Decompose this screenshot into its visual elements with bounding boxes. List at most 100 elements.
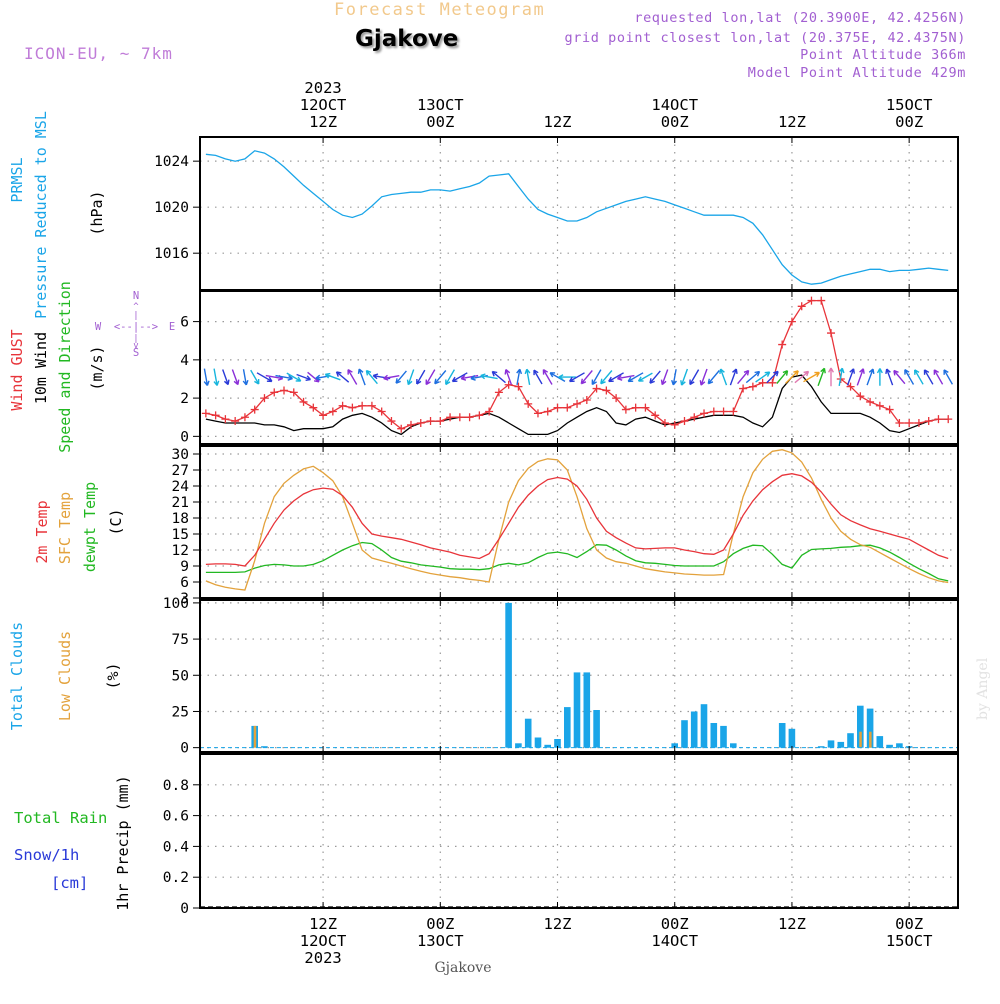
panel-side-label: Low Clouds (56, 631, 74, 721)
total-cloud-bar (524, 718, 532, 748)
wind-gust-marker (289, 388, 298, 397)
wind-direction-arrow (933, 369, 944, 385)
requested-coordinates: requested lon,lat (20.3900E, 42.4256N) (634, 10, 966, 26)
wind-gust-marker (563, 403, 572, 412)
total-cloud-bar (564, 707, 571, 748)
bottom-time-label: 12Z (778, 915, 806, 933)
compass-west: W (95, 321, 102, 333)
wind-direction-arrow (729, 368, 738, 386)
panel-side-label: Total Clouds (8, 622, 26, 730)
panel-side-label: PRMSL (8, 157, 26, 202)
wind-gust-marker (465, 413, 474, 422)
compass-up-bar: | (133, 311, 138, 321)
wind-direction-arrow (250, 369, 260, 385)
wind-gust-marker (817, 296, 826, 305)
wind-direction-arrow (671, 369, 678, 386)
y-tick-label: 4 (180, 353, 189, 369)
pressure-line (205, 150, 949, 285)
compass-down: v (133, 341, 138, 351)
wind-gust-marker (934, 415, 943, 424)
panel-side-label: (C) (107, 508, 125, 535)
panel-frame-wind (199, 290, 959, 445)
wind-gust-marker (299, 397, 308, 406)
wind-gust-marker (250, 405, 259, 414)
wind-direction-arrow (569, 372, 585, 383)
y-tick-label: 0.8 (163, 778, 189, 794)
grid-point-coordinates: grid point closest lon,lat (20.375E, 42.… (564, 30, 966, 46)
bottom-time-label: 15OCT (886, 932, 933, 950)
product-title: Forecast Meteogram (334, 0, 546, 20)
wind-gust-marker (680, 417, 689, 426)
wind-gust-marker (807, 296, 816, 305)
panel-side-label: SFC Temp (56, 492, 74, 564)
wind-gust-marker (367, 401, 376, 410)
wind-gust-marker (397, 424, 406, 433)
wind-direction-arrow (817, 367, 826, 387)
y-tick-label: 30 (172, 447, 189, 463)
y-tick-label: 0 (180, 741, 189, 757)
wind-speed-line (205, 374, 949, 436)
wind-gust-marker (719, 407, 728, 416)
wind-direction-arrow (637, 372, 653, 382)
panel-side-label: 10m Wind (32, 332, 50, 404)
wind-gust-marker (631, 403, 640, 412)
wind-direction-arrow (923, 369, 934, 385)
panel-frames (193, 136, 959, 909)
wind-direction-arrow (785, 370, 799, 384)
wind-gust-marker (494, 388, 503, 397)
wind-gust-marker (260, 394, 269, 403)
y-tick-label: 1024 (154, 154, 189, 170)
low-cloud-bar (869, 731, 872, 748)
wind-direction-arrow (203, 368, 210, 386)
compass-north: N (133, 290, 139, 302)
top-time-label: 12OCT (300, 96, 347, 114)
total-cloud-bar (876, 736, 884, 748)
wind-direction-arrow (580, 370, 593, 385)
wind-gust-marker (778, 340, 787, 349)
panel-side-label: dewpt Temp (81, 482, 99, 572)
y-tick-label: 1020 (154, 200, 189, 216)
wind-direction-arrow (213, 368, 220, 386)
y-tick-label: 1016 (154, 246, 189, 262)
wind-direction-arrow (296, 373, 312, 381)
y-tick-label: 3 (180, 591, 189, 607)
wind-direction-arrow (776, 370, 789, 384)
total-cloud-bar (720, 725, 727, 748)
surface-temp-line (205, 449, 949, 591)
compass-horizontal: <--|--> (114, 321, 158, 333)
bottom-time-label: 12OCT (300, 932, 347, 950)
wind-direction-arrow (766, 370, 779, 384)
wind-direction-arrow (856, 368, 865, 386)
wind-direction-arrow (627, 372, 644, 383)
total-cloud-bar (788, 728, 796, 748)
series-layer (200, 150, 958, 908)
wind-direction-arrow (434, 370, 447, 385)
wind-gust-marker (211, 411, 220, 420)
wind-direction-arrow (737, 369, 750, 385)
bottom-time-label: 14OCT (651, 932, 698, 950)
wind-direction-arrow (719, 368, 728, 386)
wind-direction-arrow (542, 369, 553, 385)
wind-direction-arrow (893, 369, 906, 385)
wind-gust-marker (856, 392, 865, 401)
precip-rain-label: Total Rain (14, 809, 107, 827)
footer-location: Gjakove (435, 960, 492, 976)
wind-direction-arrow (616, 374, 635, 381)
wind-gust-marker (866, 397, 875, 406)
wind-gust-marker (709, 407, 718, 416)
y-tick-label: 0 (180, 429, 189, 445)
compass-up: ^ (133, 302, 139, 312)
y-tick-label: 50 (172, 668, 189, 684)
total-cloud-bar (710, 723, 718, 748)
top-time-label: 00Z (661, 113, 689, 131)
wind-gust-marker (895, 418, 904, 427)
wind-direction-arrow (914, 369, 924, 385)
y-tick-label: 0.2 (163, 870, 189, 886)
model-point-altitude: Model Point Altitude 429m (747, 65, 966, 81)
wind-gust-marker (475, 411, 484, 420)
wind-gust-marker (446, 413, 455, 422)
panel-frame-precip (199, 753, 959, 909)
grid-layer (200, 137, 958, 909)
top-time-label: 00Z (426, 113, 454, 131)
